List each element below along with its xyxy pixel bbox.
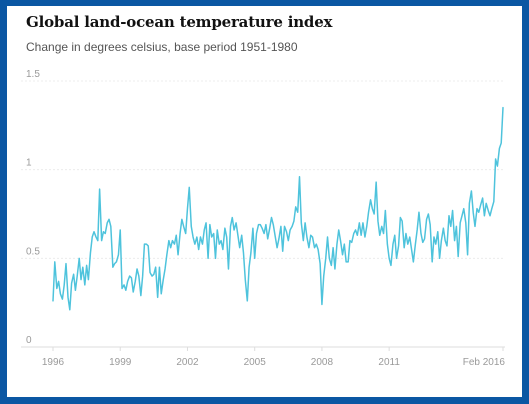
x-tick-label: 2011: [378, 357, 400, 368]
line-chart: 0 0.5 1 1.5 1996 1999 2002 2005 2008 2011 Feb 2016: [21, 69, 506, 368]
chart-card: Global land-ocean temperature index Chan…: [7, 6, 522, 397]
y-tick-label: 0.5: [26, 246, 40, 257]
x-tick-label: 1999: [109, 357, 132, 368]
y-tick-label: 0: [26, 335, 32, 346]
x-tick-label: 2002: [176, 357, 199, 368]
y-tick-label: 1: [26, 158, 32, 169]
x-tick-label: Feb 2016: [463, 357, 506, 368]
x-tick-label: 2008: [311, 357, 334, 368]
y-tick-label: 1.5: [26, 69, 40, 80]
chart-title: Global land-ocean temperature index: [26, 13, 333, 31]
x-tick-label: 1996: [42, 357, 65, 368]
chart-subtitle: Change in degrees celsius, base period 1…: [26, 40, 298, 54]
x-tick-label: 2005: [244, 357, 267, 368]
temperature-series-line: [52, 106, 504, 311]
